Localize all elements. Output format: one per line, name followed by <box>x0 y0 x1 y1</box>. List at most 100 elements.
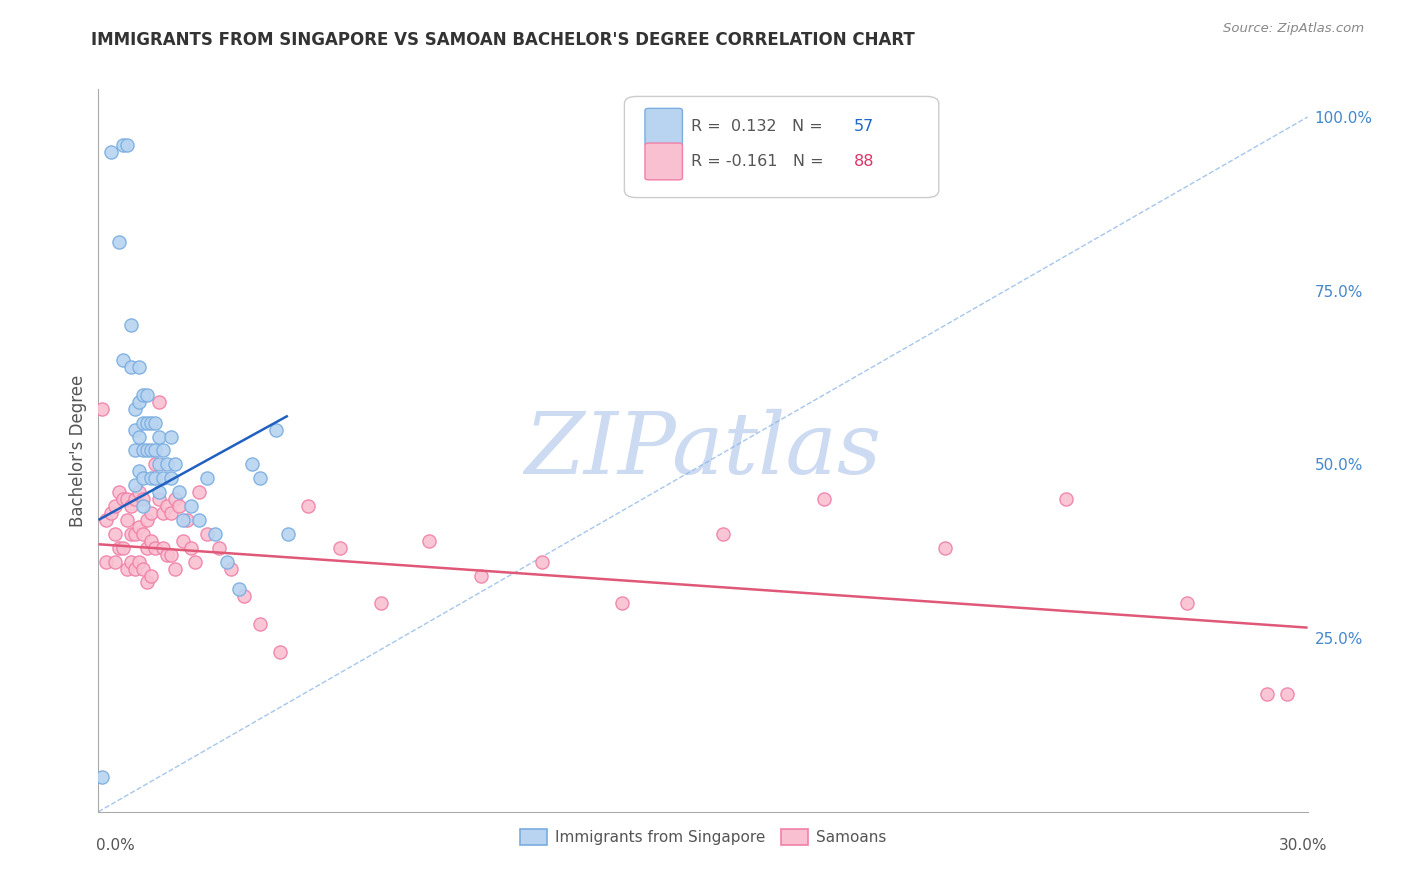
Y-axis label: Bachelor's Degree: Bachelor's Degree <box>69 375 87 526</box>
Point <box>148 394 170 409</box>
Point <box>111 353 134 368</box>
Point <box>156 458 179 472</box>
Point <box>813 492 835 507</box>
Text: IMMIGRANTS FROM SINGAPORE VS SAMOAN BACHELOR'S DEGREE CORRELATION CHART: IMMIGRANTS FROM SINGAPORE VS SAMOAN BACH… <box>91 31 915 49</box>
Point <box>115 561 138 575</box>
Point <box>148 492 170 507</box>
Point <box>228 582 250 597</box>
Point <box>1256 687 1278 701</box>
Point <box>132 526 155 541</box>
Point <box>120 318 142 333</box>
Point <box>103 499 125 513</box>
Point <box>711 526 734 541</box>
Point <box>143 416 166 430</box>
Point <box>139 506 162 520</box>
Point <box>111 137 134 152</box>
Point <box>612 596 634 610</box>
Point <box>120 555 142 569</box>
Point <box>128 360 150 375</box>
Legend: Immigrants from Singapore, Samoans: Immigrants from Singapore, Samoans <box>513 822 893 851</box>
Point <box>370 596 392 610</box>
Point <box>128 485 150 500</box>
Point <box>103 526 125 541</box>
Point <box>204 526 226 541</box>
Point <box>156 548 179 562</box>
Point <box>160 429 183 443</box>
Point <box>132 416 155 430</box>
Point <box>124 561 146 575</box>
FancyBboxPatch shape <box>624 96 939 198</box>
Point <box>100 506 122 520</box>
Point <box>124 401 146 416</box>
Point <box>418 533 440 548</box>
Point <box>188 513 211 527</box>
Point <box>217 555 239 569</box>
Point <box>111 541 134 555</box>
Point <box>297 499 319 513</box>
Text: ZIPatlas: ZIPatlas <box>524 409 882 491</box>
Point <box>167 499 190 513</box>
Point <box>139 568 162 582</box>
Point <box>249 617 271 632</box>
Point <box>96 555 118 569</box>
Point <box>91 770 114 784</box>
Point <box>139 533 162 548</box>
Point <box>111 492 134 507</box>
Point <box>152 506 174 520</box>
Point <box>124 492 146 507</box>
Text: 57: 57 <box>855 120 875 135</box>
Point <box>530 555 553 569</box>
Point <box>128 394 150 409</box>
Point <box>269 645 291 659</box>
Text: 88: 88 <box>855 154 875 169</box>
FancyBboxPatch shape <box>645 143 682 180</box>
Point <box>1054 492 1077 507</box>
Point <box>128 464 150 478</box>
Point <box>152 541 174 555</box>
Point <box>1175 596 1198 610</box>
Point <box>180 499 202 513</box>
Point <box>264 423 287 437</box>
Point <box>156 499 179 513</box>
Point <box>100 145 122 159</box>
Point <box>934 541 956 555</box>
Point <box>1277 687 1299 701</box>
Point <box>180 541 202 555</box>
Point <box>143 443 166 458</box>
Point <box>195 526 218 541</box>
Point <box>470 568 492 582</box>
Point <box>195 471 218 485</box>
Point <box>91 401 114 416</box>
Point <box>135 575 157 590</box>
Point <box>163 492 186 507</box>
Point <box>172 533 194 548</box>
Point <box>124 478 146 492</box>
Point <box>176 513 198 527</box>
Point <box>143 541 166 555</box>
Point <box>232 590 254 604</box>
Point <box>152 471 174 485</box>
Point <box>135 541 157 555</box>
Point <box>160 506 183 520</box>
Point <box>132 492 155 507</box>
Point <box>152 443 174 458</box>
Point <box>208 541 231 555</box>
Point <box>249 471 271 485</box>
Point <box>163 458 186 472</box>
Point <box>148 429 170 443</box>
Point <box>132 499 155 513</box>
Point <box>143 471 166 485</box>
Point <box>221 561 243 575</box>
Point <box>120 360 142 375</box>
Point <box>107 541 129 555</box>
Point <box>132 388 155 402</box>
Text: 30.0%: 30.0% <box>1279 838 1327 854</box>
Point <box>148 485 170 500</box>
Point <box>115 137 138 152</box>
Text: R =  0.132   N =: R = 0.132 N = <box>690 120 828 135</box>
Point <box>135 388 157 402</box>
Point <box>135 416 157 430</box>
Point <box>124 443 146 458</box>
Point <box>96 513 118 527</box>
Point <box>120 526 142 541</box>
